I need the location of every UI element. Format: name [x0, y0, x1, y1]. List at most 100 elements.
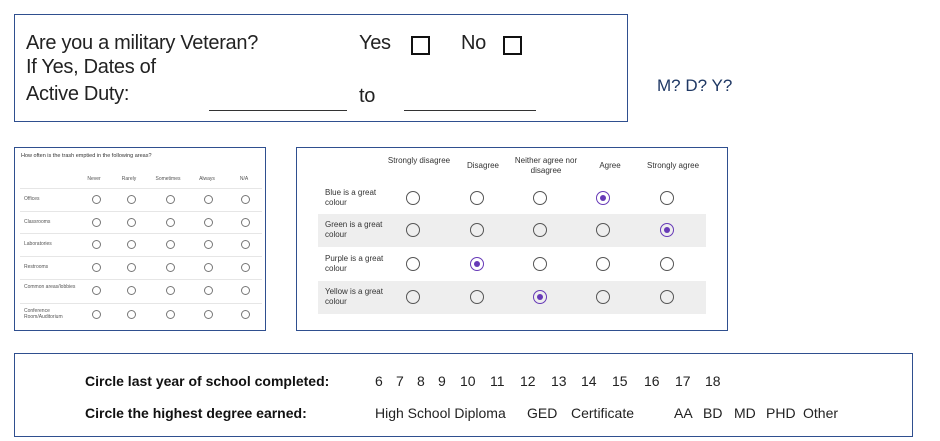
trash-radio-option[interactable]: [127, 286, 136, 295]
trash-radio-option[interactable]: [92, 286, 101, 295]
yes-label: Yes: [359, 32, 391, 54]
trash-radio-option[interactable]: [241, 218, 250, 227]
colour-survey-row: Green is a great colour: [318, 214, 706, 247]
year-option[interactable]: 10: [460, 373, 476, 389]
trash-radio-option[interactable]: [92, 310, 101, 319]
degree-option[interactable]: MD: [734, 405, 756, 421]
colour-radio-selected[interactable]: [533, 290, 547, 304]
degree-option[interactable]: Certificate: [571, 405, 635, 421]
start-date-field[interactable]: [209, 110, 347, 111]
trash-radio-option[interactable]: [241, 195, 250, 204]
colour-col-header: Strongly disagree: [387, 156, 451, 165]
trash-radio-option[interactable]: [166, 240, 175, 249]
degree-option[interactable]: GED: [527, 405, 558, 421]
colour-radio-selected[interactable]: [660, 223, 674, 237]
colour-radio-option[interactable]: [596, 290, 610, 304]
trash-row-label: Laboratories: [24, 241, 52, 247]
year-option[interactable]: 14: [581, 373, 597, 389]
colour-radio-option[interactable]: [470, 191, 484, 205]
trash-radio-option[interactable]: [204, 195, 213, 204]
trash-radio-option[interactable]: [127, 195, 136, 204]
colour-radio-option[interactable]: [596, 223, 610, 237]
colour-radio-option[interactable]: [406, 223, 420, 237]
trash-radio-option[interactable]: [204, 240, 213, 249]
trash-radio-option[interactable]: [127, 218, 136, 227]
trash-radio-option[interactable]: [127, 240, 136, 249]
colour-radio-option[interactable]: [660, 257, 674, 271]
year-option[interactable]: 9: [438, 373, 446, 389]
degree-option[interactable]: BD: [703, 405, 723, 421]
trash-radio-option[interactable]: [127, 263, 136, 272]
year-option[interactable]: 11: [490, 373, 505, 389]
trash-radio-option[interactable]: [241, 310, 250, 319]
date-format-note: M? D? Y?: [657, 76, 733, 95]
row-divider: [20, 256, 262, 257]
trash-radio-option[interactable]: [204, 263, 213, 272]
trash-radio-option[interactable]: [127, 310, 136, 319]
colour-radio-option[interactable]: [406, 290, 420, 304]
trash-radio-option[interactable]: [92, 218, 101, 227]
trash-radio-option[interactable]: [241, 263, 250, 272]
colour-radio-option[interactable]: [533, 191, 547, 205]
year-option[interactable]: 18: [705, 373, 721, 389]
row-divider: [20, 233, 262, 234]
veteran-question: Are you a military Veteran?: [26, 32, 259, 54]
colour-radio-option[interactable]: [406, 191, 420, 205]
trash-radio-option[interactable]: [204, 218, 213, 227]
colour-radio-selected[interactable]: [470, 257, 484, 271]
degree-option[interactable]: Other: [803, 405, 839, 421]
degree-option[interactable]: PHD: [766, 405, 796, 421]
degree-option[interactable]: High School Diploma: [375, 405, 506, 421]
colour-row-label: Purple is a great colour: [325, 254, 384, 273]
year-label: Circle last year of school completed:: [85, 373, 330, 389]
year-option[interactable]: 17: [675, 373, 691, 389]
trash-radio-option[interactable]: [92, 263, 101, 272]
colour-radio-option[interactable]: [533, 223, 547, 237]
trash-radio-option[interactable]: [166, 263, 175, 272]
yes-checkbox[interactable]: [411, 36, 430, 55]
year-option[interactable]: 6: [375, 373, 383, 389]
colour-radio-option[interactable]: [596, 257, 610, 271]
year-option[interactable]: 15: [612, 373, 628, 389]
trash-radio-option[interactable]: [166, 286, 175, 295]
year-option[interactable]: 12: [520, 373, 536, 389]
trash-radio-option[interactable]: [92, 240, 101, 249]
colour-col-header: Agree: [599, 161, 621, 170]
trash-radio-option[interactable]: [204, 310, 213, 319]
trash-radio-option[interactable]: [92, 195, 101, 204]
trash-radio-option[interactable]: [241, 286, 250, 295]
trash-radio-option[interactable]: [241, 240, 250, 249]
colour-survey: Strongly disagree Disagree Neither agree…: [296, 147, 728, 331]
trash-row-label: Offices: [24, 196, 40, 202]
end-date-field[interactable]: [404, 110, 536, 111]
year-option[interactable]: 8: [417, 373, 425, 389]
trash-row-label: Conference Room/Auditorium: [24, 308, 63, 320]
colour-radio-option[interactable]: [533, 257, 547, 271]
colour-radio-option[interactable]: [660, 290, 674, 304]
trash-radio-option[interactable]: [166, 310, 175, 319]
year-option[interactable]: 7: [396, 373, 404, 389]
trash-radio-option[interactable]: [204, 286, 213, 295]
to-label: to: [359, 85, 376, 107]
colour-radio-option[interactable]: [406, 257, 420, 271]
trash-radio-option[interactable]: [166, 218, 175, 227]
trash-radio-option[interactable]: [166, 195, 175, 204]
colour-radio-option[interactable]: [470, 290, 484, 304]
no-checkbox[interactable]: [503, 36, 522, 55]
colour-survey-row: Purple is a great colour: [318, 248, 706, 281]
trash-survey: How often is the trash emptied in the fo…: [14, 147, 266, 331]
trash-col-header: Never: [87, 176, 101, 182]
trash-col-header: N/A: [239, 176, 249, 182]
colour-row-label: Yellow is a great colour: [325, 287, 383, 306]
colour-radio-option[interactable]: [660, 191, 674, 205]
degree-option[interactable]: AA: [674, 405, 693, 421]
colour-radio-option[interactable]: [470, 223, 484, 237]
trash-row-label: Classrooms: [24, 219, 51, 225]
year-option[interactable]: 16: [644, 373, 660, 389]
colour-row-label: Blue is a great colour: [325, 188, 377, 207]
trash-row-label: Common areas/lobbies: [24, 284, 76, 290]
colour-col-header: Disagree: [466, 161, 499, 170]
colour-radio-selected[interactable]: [596, 191, 610, 205]
year-option[interactable]: 13: [551, 373, 567, 389]
